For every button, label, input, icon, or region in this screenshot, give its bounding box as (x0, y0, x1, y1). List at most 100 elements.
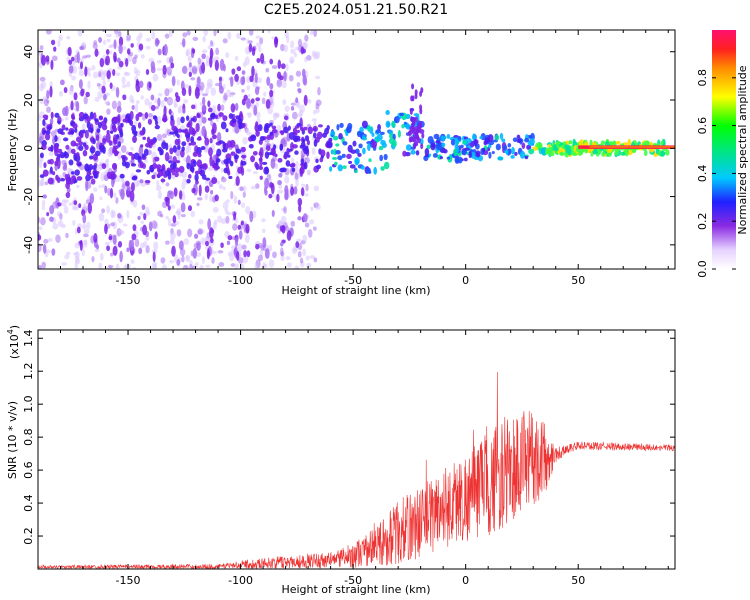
spectrogram-cell (283, 154, 287, 159)
spectrogram-cell (297, 113, 303, 118)
spectrogram-cell (207, 107, 213, 113)
x-tick-label: 50 (571, 574, 585, 587)
spectrogram-cell (426, 144, 431, 150)
spectrogram-cell (138, 145, 144, 157)
spectrogram-cell (233, 263, 240, 269)
spectrogram-cell (191, 187, 196, 194)
spectrogram-cell (172, 156, 177, 165)
spectrogram-cell (196, 76, 201, 85)
spectrogram-cell (38, 159, 43, 169)
spectrogram-cell (251, 47, 256, 56)
spectrogram-cell (156, 59, 162, 64)
spectrogram-cell (243, 250, 247, 258)
spectrogram-cell (168, 190, 173, 196)
spectrogram-cell (270, 158, 276, 169)
spectrogram-x-axis: -150 -100 -50 0 50 (37, 30, 669, 287)
spectrogram-cell (627, 149, 632, 156)
spectrogram-cell (491, 150, 495, 155)
spectrogram-cell (118, 229, 124, 234)
spectrogram-cell (102, 39, 107, 46)
spectrogram-cell (165, 142, 169, 151)
spectrogram-cell (222, 141, 226, 150)
spectrogram-cell (463, 147, 470, 151)
spectrogram-cell (502, 144, 508, 151)
spectrogram-cell (194, 261, 199, 268)
spectrogram-cell (194, 233, 199, 239)
spectrogram-cell (49, 216, 54, 222)
spectrogram-cell (385, 110, 390, 116)
spectrogram-cell (254, 161, 258, 168)
spectrogram-cell (106, 245, 110, 252)
spectrogram-cell (261, 228, 266, 234)
spectrogram-cell (269, 131, 274, 136)
spectrogram-cell (197, 153, 202, 158)
spectrogram-cell (227, 170, 231, 176)
spectrogram-cell (107, 150, 113, 158)
spectrogram-marks (38, 30, 675, 269)
spectrogram-cell (180, 202, 186, 213)
spectrogram-cell (105, 33, 112, 38)
spectrogram-cell (270, 182, 275, 195)
spectrogram-cell (52, 171, 56, 176)
y-tick-label: 1.2 (22, 362, 35, 380)
spectrogram-cell (294, 150, 299, 155)
spectrogram-cell (88, 155, 94, 160)
spectrogram-cell (82, 203, 88, 212)
spectrogram-cell (284, 185, 289, 196)
spectrogram-cell (220, 242, 224, 249)
y-tick-label: 1.0 (22, 395, 35, 413)
spectrogram-cell (151, 174, 156, 180)
spectrogram-cell (293, 52, 298, 58)
spectrogram-cell (414, 89, 418, 96)
spectrogram-cell (375, 129, 382, 134)
spectrogram-cell (196, 137, 202, 141)
spectrogram-cell (258, 166, 263, 170)
spectrogram-cell (92, 71, 99, 79)
spectrogram-cell (283, 115, 289, 121)
spectrogram-cell (133, 152, 140, 160)
spectrogram-cell (96, 164, 102, 172)
spectrogram-cell (101, 124, 108, 131)
spectrogram-cell (446, 156, 451, 160)
spectrogram-cell (95, 244, 100, 250)
spectrogram-cell (156, 67, 163, 71)
spectrogram-cell (241, 70, 246, 75)
spectrogram-cell (120, 122, 124, 128)
spectrogram-cell (59, 213, 63, 220)
spectrogram-cell (59, 152, 66, 159)
spectrogram-cell (514, 151, 518, 156)
spectrogram-cell (300, 187, 305, 197)
spectrogram-cell (91, 165, 97, 170)
spectrogram-cell (136, 179, 140, 187)
spectrogram-cell (139, 144, 144, 148)
spectrogram-cell (245, 223, 250, 234)
spectrogram-cell (41, 54, 46, 66)
spectrogram-cell (144, 179, 151, 184)
x-tick-label: -50 (344, 274, 362, 287)
spectrogram-cell (263, 143, 267, 151)
spectrogram-cell (38, 226, 43, 230)
spectrogram-cell (410, 149, 416, 155)
spectrogram-cell (204, 193, 209, 201)
spectrogram-cell (168, 30, 173, 37)
spectrogram-cell (82, 150, 88, 157)
spectrogram-cell (218, 262, 225, 267)
spectrogram-cell (172, 145, 177, 153)
spectrogram-cell (63, 152, 70, 159)
spectrogram-cell (285, 63, 289, 72)
spectrogram-cell (196, 202, 200, 207)
spectrogram-cell (208, 166, 214, 172)
spectrogram-cell (237, 166, 243, 174)
spectrogram-cell (487, 134, 494, 142)
spectrogram-cell (176, 79, 180, 86)
spectrogram-cell (186, 30, 191, 36)
spectrogram-cell (79, 61, 84, 70)
spectrogram-cell (106, 129, 110, 135)
spectrogram-cell (233, 211, 237, 221)
spectrogram-cell (75, 152, 80, 157)
spectrogram-cell (436, 143, 442, 151)
spectrogram-cell (182, 37, 186, 48)
spectrogram-cell (304, 193, 309, 197)
spectrogram-cell (94, 48, 99, 57)
